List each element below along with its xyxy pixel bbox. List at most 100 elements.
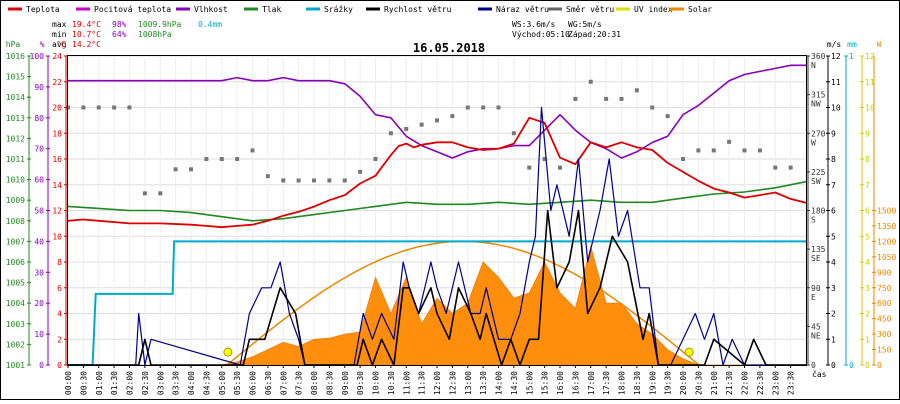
wind-dir-axis-compass-label: E xyxy=(811,293,816,302)
stat-max-label: max xyxy=(52,20,67,29)
wind-speed-axis-tick-label: 4 xyxy=(831,258,836,267)
wind-dir-axis-compass-label: SW xyxy=(811,177,821,186)
info-sunrise: Východ:05:10 xyxy=(512,30,570,39)
wind-speed-axis-tick-label: 10 xyxy=(831,104,841,113)
pressure-axis-tick-label: 1006 xyxy=(6,258,25,267)
wind-speed-axis-tick-label: 11 xyxy=(831,78,841,87)
uv-axis-tick-label: 6 xyxy=(865,207,870,216)
time-tick-label: 07:30 xyxy=(295,371,304,395)
wind-dir-point xyxy=(788,165,793,170)
wind-dir-axis-compass-label: SE xyxy=(811,254,821,263)
wind-dir-axis-compass-label: S xyxy=(811,216,816,225)
solar-axis-unit: W xyxy=(877,40,882,49)
solar-axis-tick-label: 1500 xyxy=(877,207,896,216)
wind-dir-point xyxy=(773,165,778,170)
solar-axis-tick-label: 600 xyxy=(877,299,892,308)
info-wg: WG:5m/s xyxy=(568,20,602,29)
humidity-line xyxy=(68,64,806,159)
time-tick-label: 01:30 xyxy=(110,371,119,395)
time-tick-label: 10:30 xyxy=(387,371,396,395)
time-tick-label: 14:00 xyxy=(495,371,504,395)
wind-dir-point xyxy=(265,174,270,179)
pressure-axis-tick-label: 1001 xyxy=(6,361,25,370)
pressure-axis-tick-label: 1005 xyxy=(6,279,25,288)
time-tick-label: 10:00 xyxy=(372,371,381,395)
uv-axis-tick-label: 11 xyxy=(865,78,875,87)
legend-label: Tlak xyxy=(262,5,281,14)
humidity-axis-tick-label: 20 xyxy=(34,299,44,308)
uv-marker xyxy=(223,347,233,357)
time-tick-label: 22:00 xyxy=(741,371,750,395)
wind-dir-point xyxy=(296,178,301,183)
uv-axis-tick-label: 12 xyxy=(865,52,875,61)
legend-label: Vlhkost xyxy=(194,5,228,14)
wind-dir-axis-tick-label: 90 xyxy=(811,284,821,293)
time-tick-label: 21:00 xyxy=(710,371,719,395)
wind-dir-point xyxy=(204,157,209,161)
wind-dir-point xyxy=(96,105,101,110)
wind-dir-point xyxy=(619,96,624,101)
wind-dir-axis-compass-label: W xyxy=(811,138,816,147)
legend-label: Teplota xyxy=(26,5,60,14)
legend-label: UV index xyxy=(634,5,673,14)
solar-axis-tick-label: 450 xyxy=(877,315,892,324)
pressure-axis-tick-label: 1003 xyxy=(6,320,25,329)
time-tick-label: 05:00 xyxy=(218,371,227,395)
wind-dir-point xyxy=(173,167,178,172)
wind-dir-point xyxy=(757,148,762,153)
pressure-axis-tick-label: 1009 xyxy=(6,196,25,205)
wind-dir-axis-tick-label: 360 xyxy=(811,52,826,61)
wind-dir-point xyxy=(634,88,639,93)
time-tick-label: 03:00 xyxy=(156,371,165,395)
time-tick-label: 15:00 xyxy=(525,371,534,395)
wind-dir-point xyxy=(250,148,255,153)
time-tick-label: 08:30 xyxy=(325,371,334,395)
wind-speed-line xyxy=(68,209,806,366)
time-tick-label: 03:30 xyxy=(172,371,181,395)
temp-axis-tick-label: 24 xyxy=(52,52,62,61)
humidity-axis-tick-label: 50 xyxy=(34,207,44,216)
wind-dir-point xyxy=(419,122,424,127)
pressure-axis-tick-label: 1016 xyxy=(6,52,25,61)
uv-axis-tick-label: 3 xyxy=(865,284,870,293)
wind-dir-point xyxy=(373,157,378,161)
solar-axis-tick-label: 150 xyxy=(877,346,892,355)
time-tick-label: 13:00 xyxy=(464,371,473,395)
pressure-axis-tick-label: 1012 xyxy=(6,134,25,143)
time-tick-label: 00:00 xyxy=(64,371,73,395)
wind-speed-axis-tick-label: 8 xyxy=(831,155,836,164)
wind-dir-point xyxy=(388,131,393,136)
legend-label: Pocitová teplota xyxy=(94,5,171,14)
uv-axis-tick-label: 5 xyxy=(865,232,870,241)
time-tick-label: 08:00 xyxy=(310,371,319,395)
time-axis-title: čas xyxy=(812,369,827,379)
time-tick-label: 20:30 xyxy=(694,371,703,395)
pressure-axis-tick-label: 1004 xyxy=(6,299,25,308)
wind-dir-point xyxy=(342,178,347,183)
wind-dir-point xyxy=(604,96,609,101)
legend-label: Srážky xyxy=(324,5,353,14)
rain-axis-unit: mm xyxy=(847,40,857,49)
wind-dir-point xyxy=(527,165,532,170)
stat-avg-label: avg xyxy=(52,40,67,49)
wind-dir-axis-tick-label: 315 xyxy=(811,91,826,100)
wind-speed-axis-tick-label: 2 xyxy=(831,310,836,319)
stat-max-rain: 0.4mm xyxy=(198,20,222,29)
legend-label: Solar xyxy=(688,5,712,14)
wind-dir-point xyxy=(727,139,732,144)
wind-dir-point xyxy=(650,105,655,110)
time-tick-label: 02:00 xyxy=(126,371,135,395)
temp-axis-tick-label: 14 xyxy=(52,181,62,190)
humidity-axis-tick-label: 90 xyxy=(34,83,44,92)
time-tick-label: 11:30 xyxy=(418,371,427,395)
pressure-axis-tick-label: 1013 xyxy=(6,114,25,123)
pressure-axis-tick-label: 1007 xyxy=(6,237,25,246)
humidity-axis-tick-label: 0 xyxy=(39,361,44,370)
solar-axis-tick-label: 300 xyxy=(877,330,892,339)
humidity-axis-tick-label: 30 xyxy=(34,268,44,277)
wind-dir-point xyxy=(81,105,86,110)
wind-dir-point xyxy=(588,79,593,84)
wind-speed-axis-unit: m/s xyxy=(827,40,842,49)
humidity-axis-unit: % xyxy=(40,40,45,49)
